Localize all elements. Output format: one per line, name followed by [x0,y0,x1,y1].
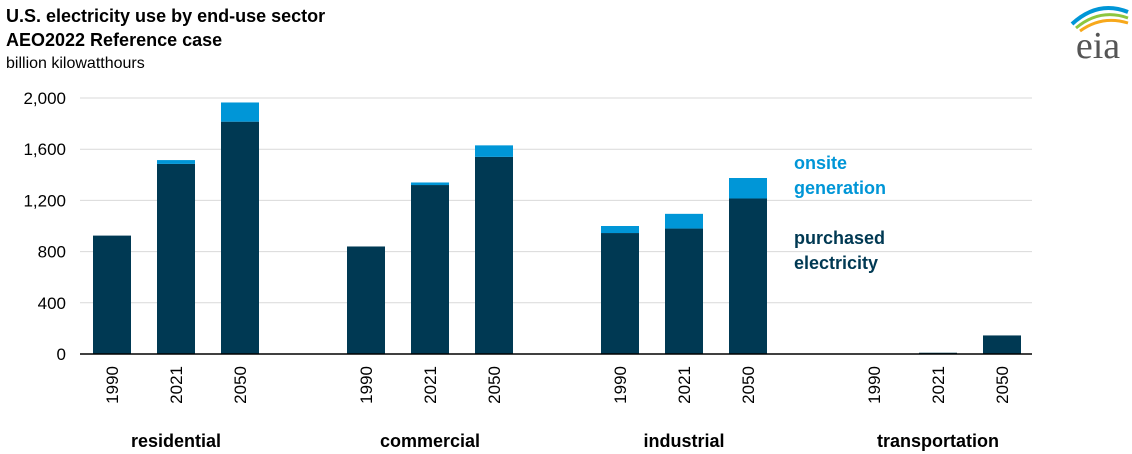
x-tick-label-year: 1990 [357,366,376,404]
x-tick-label-year: 2021 [929,366,948,404]
group-label: industrial [643,431,724,451]
chart-title: U.S. electricity use by end-use sector [6,6,326,26]
x-tick-label-year: 2050 [485,366,504,404]
x-tick-label-year: 2050 [231,366,250,404]
x-tick-label-year: 2021 [167,366,186,404]
bar-purchased-electricity [729,198,767,354]
legend-onsite-generation: generation [794,178,886,198]
legend-purchased-electricity: purchased [794,228,885,248]
x-tick-label-year: 1990 [865,366,884,404]
y-tick-label: 800 [38,243,66,262]
y-tick-label: 1,600 [23,140,66,159]
bar-onsite-generation [411,182,449,186]
bar-purchased-electricity [601,233,639,354]
bar-onsite-generation [665,213,703,229]
bar-onsite-generation [475,145,513,157]
group-label: residential [131,431,221,451]
x-tick-label-year: 2050 [739,366,758,404]
bar-purchased-electricity [347,246,385,354]
y-tick-label: 400 [38,294,66,313]
legend-onsite-generation: onsite [794,153,847,173]
svg-text:eia: eia [1076,25,1120,64]
y-tick-label: 0 [57,345,66,364]
bar-onsite-generation [221,102,259,122]
bar-purchased-electricity [221,121,259,355]
chart-subtitle: AEO2022 Reference case [6,30,223,50]
x-tick-label-year: 2021 [675,366,694,404]
x-tick-label-year: 1990 [103,366,122,404]
bar-purchased-electricity [411,185,449,354]
bar-onsite-generation [601,226,639,234]
x-tick-label-year: 2050 [993,366,1012,404]
x-tick-label-year: 2021 [421,366,440,404]
bar-purchased-electricity [93,235,131,354]
group-label: transportation [877,431,999,451]
x-tick-label-year: 1990 [611,366,630,404]
bar-purchased-electricity [475,156,513,354]
bar-onsite-generation [157,160,195,164]
y-tick-label: 2,000 [23,89,66,108]
eia-logo: eia [1070,6,1129,64]
bar-purchased-electricity [665,228,703,354]
y-axis-unit-label: billion kilowatthours [6,55,145,72]
group-label: commercial [380,431,480,451]
bar-purchased-electricity [157,163,195,354]
bar-purchased-electricity [983,335,1021,354]
y-tick-label: 1,200 [23,191,66,210]
legend-purchased-electricity: electricity [794,253,878,273]
bar-onsite-generation [729,178,767,199]
